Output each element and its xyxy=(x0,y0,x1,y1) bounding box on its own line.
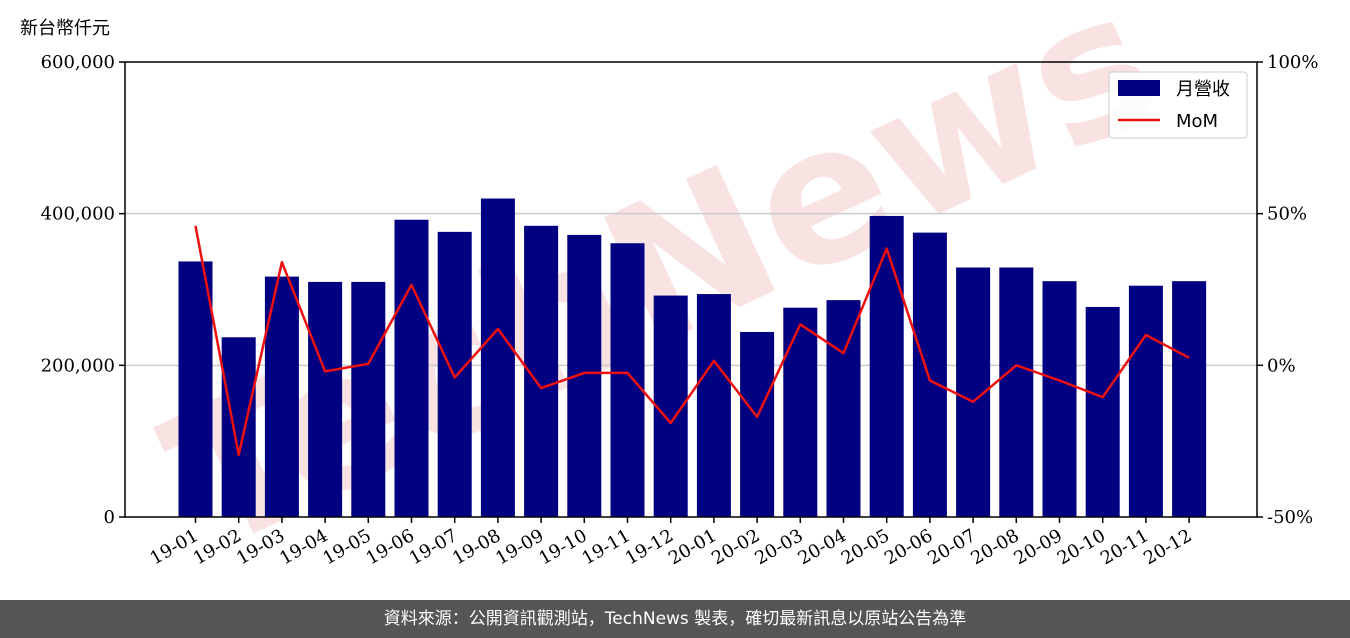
legend-label-mom: MoM xyxy=(1176,111,1218,132)
x-tick-label: 20-01 xyxy=(665,525,720,569)
bar xyxy=(740,331,775,517)
x-tick-label: 20-09 xyxy=(1011,525,1066,569)
bar xyxy=(869,215,904,518)
bar xyxy=(1085,306,1120,517)
x-tick-label: 19-06 xyxy=(363,525,418,569)
bar xyxy=(394,219,429,517)
y-left-tick-label: 0 xyxy=(104,507,115,528)
bar xyxy=(308,281,343,517)
x-tick-label: 20-08 xyxy=(967,525,1022,569)
bar xyxy=(1172,281,1207,517)
bar xyxy=(351,281,386,517)
bar xyxy=(912,232,947,517)
x-tick-label: 20-07 xyxy=(924,525,979,569)
y-right-tick-label: -50% xyxy=(1267,507,1313,528)
plot-frame xyxy=(124,61,1258,518)
x-tick-label: 20-04 xyxy=(795,525,850,569)
y-left-tick-label: 400,000 xyxy=(41,204,115,225)
x-tick-label: 19-09 xyxy=(492,525,547,569)
y-right-tick-label: 100% xyxy=(1267,52,1318,73)
x-tick-label: 19-07 xyxy=(406,525,461,569)
x-tick-label: 20-05 xyxy=(838,525,893,569)
x-tick-label: 20-11 xyxy=(1097,525,1152,569)
x-tick-label: 19-01 xyxy=(147,525,202,569)
bar xyxy=(999,267,1034,517)
bar xyxy=(696,294,731,517)
x-tick-label: 19-08 xyxy=(449,525,504,569)
bar xyxy=(1128,285,1163,517)
legend: 月營收 MoM xyxy=(1108,71,1248,139)
x-tick-label: 19-12 xyxy=(622,525,677,569)
x-tick-label: 19-10 xyxy=(535,525,590,569)
y-left-tick-label: 600,000 xyxy=(41,52,115,73)
bar xyxy=(221,337,256,517)
y-axis-unit-label: 新台幣仟元 xyxy=(20,18,110,39)
mom-line-series xyxy=(194,225,1190,457)
mom-line xyxy=(194,225,1190,457)
x-tick-label: 19-11 xyxy=(579,525,634,569)
x-tick-label: 20-10 xyxy=(1054,525,1109,569)
bar xyxy=(610,243,645,517)
legend-swatch-bar xyxy=(1118,80,1160,96)
x-tick-label: 20-02 xyxy=(708,525,763,569)
bar xyxy=(826,300,861,517)
bar xyxy=(178,261,213,517)
y-right-tick-label: 50% xyxy=(1267,204,1307,225)
footer-source-note: 資料來源：公開資訊觀測站，TechNews 製表，確切最新訊息以原站公告為準 xyxy=(0,600,1350,638)
bar xyxy=(1042,281,1077,517)
y-left-tick-label: 200,000 xyxy=(41,355,115,376)
legend-label-revenue: 月營收 xyxy=(1176,79,1230,100)
bar xyxy=(480,198,515,517)
chart: TechNews 0200,000400,000600,000-50%0%50%… xyxy=(41,0,1319,594)
x-tick-label: 20-03 xyxy=(751,525,806,569)
bar xyxy=(437,231,472,517)
y-right-tick-label: 0% xyxy=(1267,355,1296,376)
bar-series xyxy=(178,198,1207,518)
x-tick-label: 20-12 xyxy=(1140,525,1195,569)
x-tick-label: 20-06 xyxy=(881,525,936,569)
bar xyxy=(783,307,818,517)
